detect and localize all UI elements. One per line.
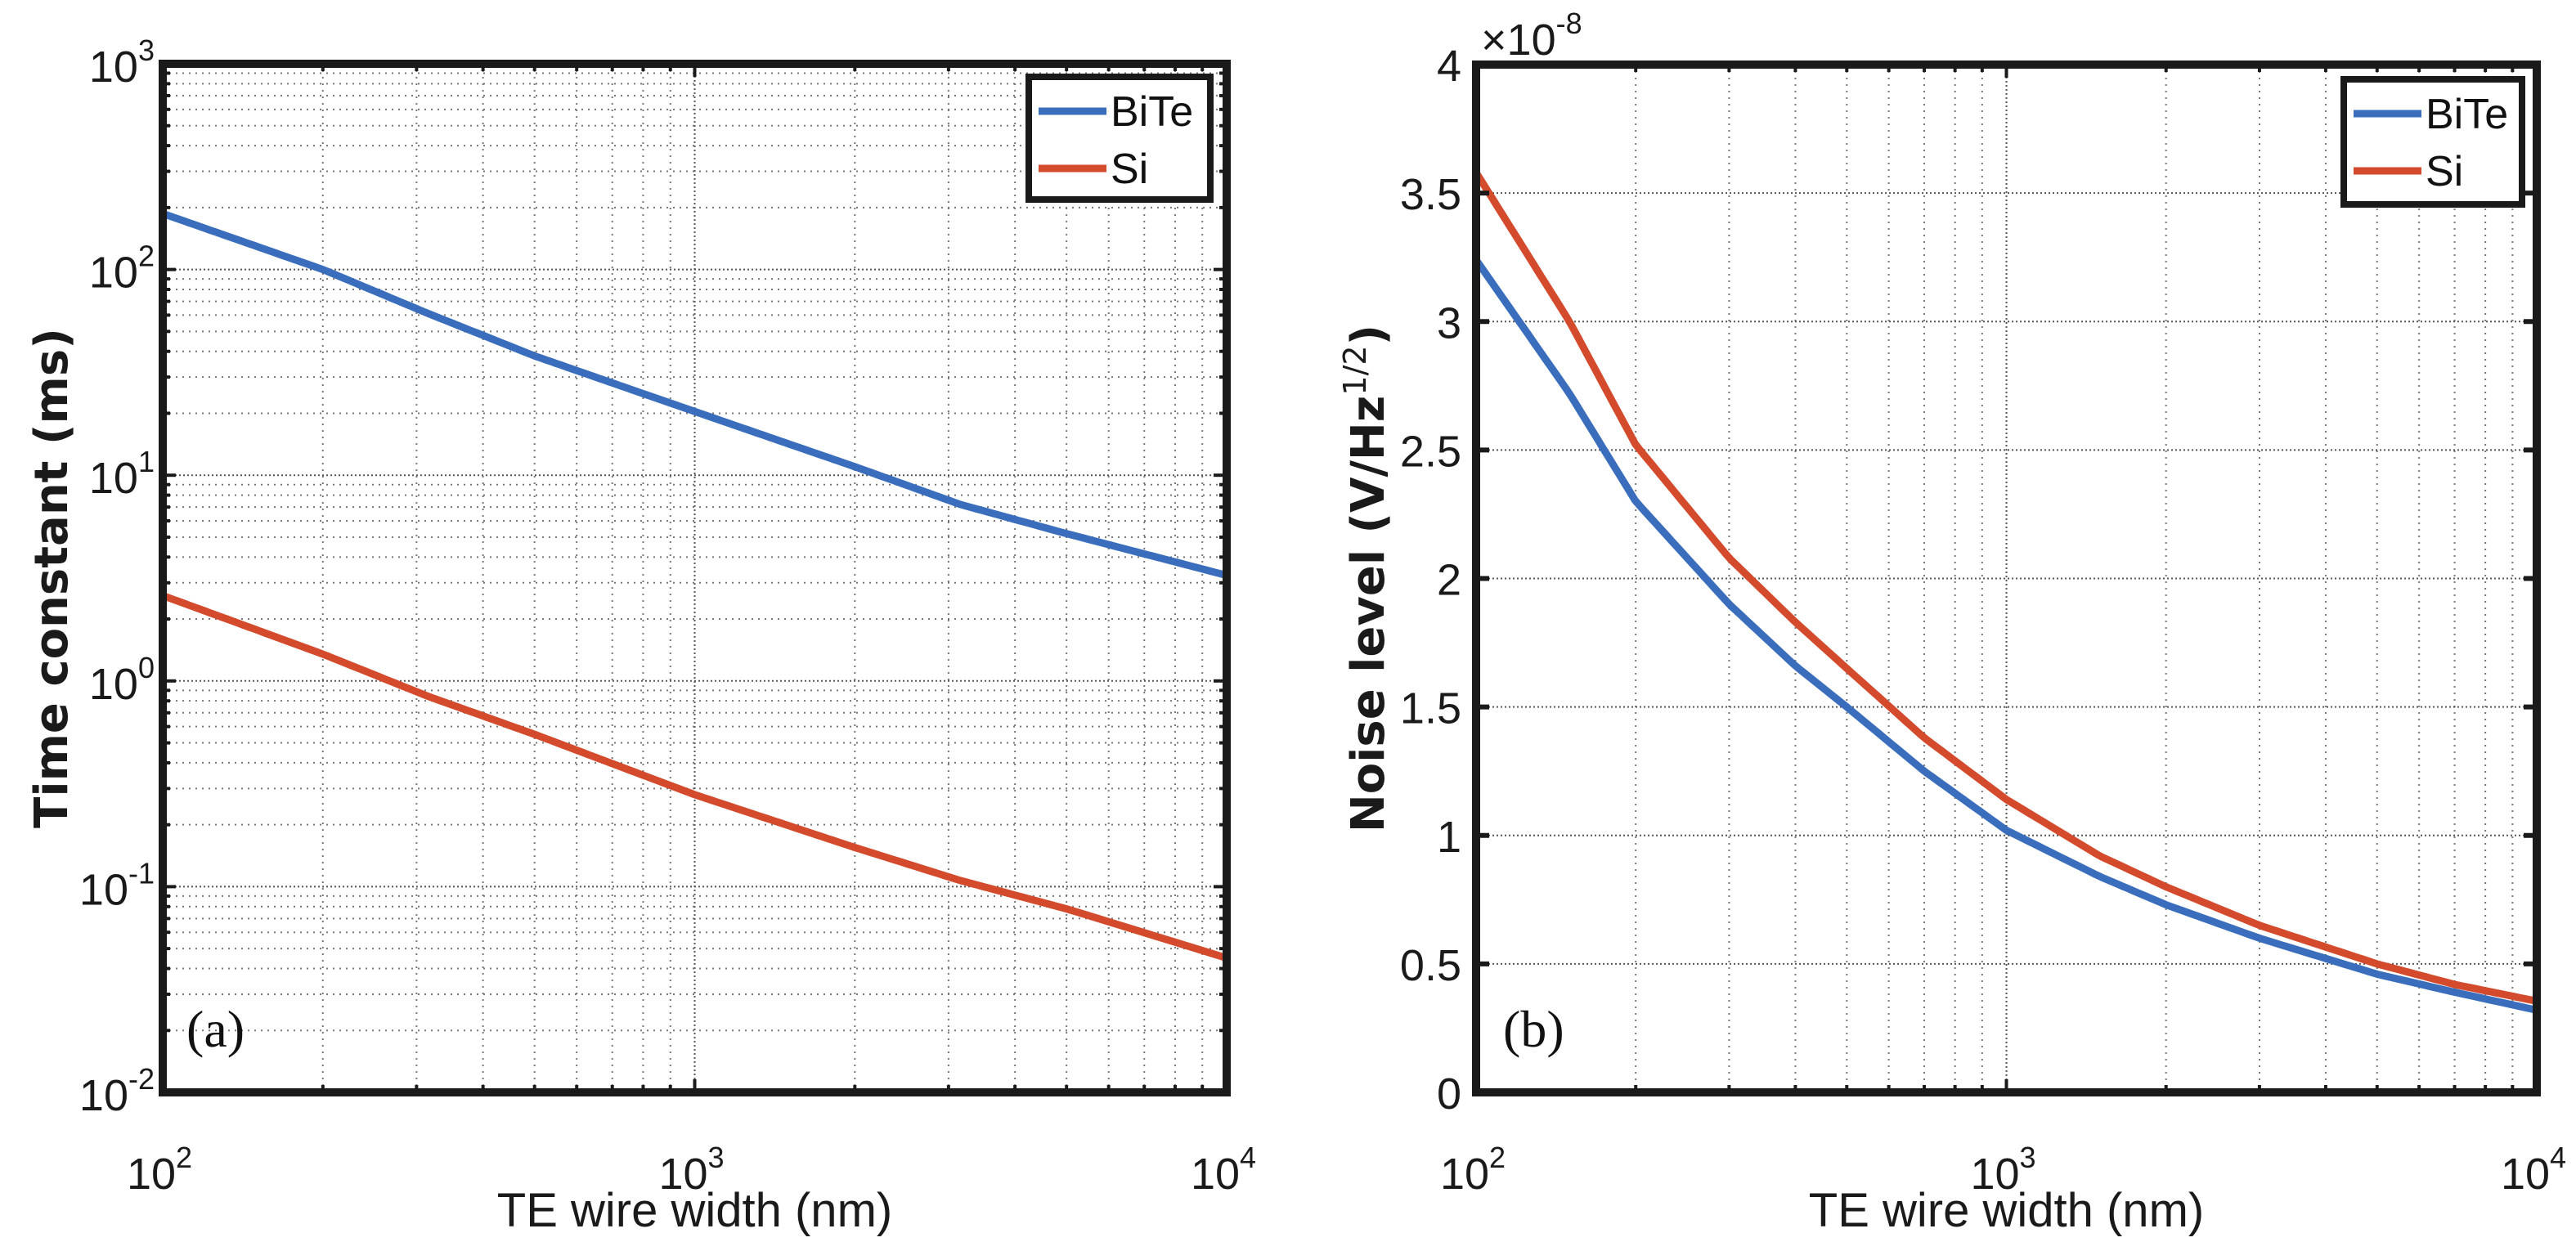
panel-a-legend-label-si: Si (1111, 146, 1148, 193)
x-tick-label-base: 10 (1440, 1150, 1489, 1199)
panel-a-legend: BiTe Si (1025, 74, 1214, 203)
y-tick-label-base: 10 (79, 1071, 128, 1120)
y-tick-label: 3.5 (1400, 170, 1461, 219)
x-tick-label-exp: 4 (2550, 1141, 2566, 1174)
panel-b-grid (1476, 65, 2537, 1092)
y-tick-label: 0.5 (1400, 941, 1461, 990)
panel-b-y-multiplier-base: ×10 (1481, 16, 1556, 65)
y-tick-label: 10-1 (79, 856, 155, 914)
y-tick-label: 102 (89, 240, 155, 298)
y-tick-label-exp: 3 (138, 34, 155, 67)
x-tick-label-base: 10 (658, 1150, 707, 1199)
x-tick-label-exp: 3 (708, 1141, 725, 1174)
y-tick-label-base: 10 (89, 660, 138, 709)
y-tick-label: 100 (89, 651, 155, 709)
x-tick-label: 104 (2501, 1141, 2566, 1199)
y-tick-label: 4 (1437, 42, 1461, 91)
panel-b-legend-box (2340, 76, 2525, 208)
y-tick-label-base: 10 (89, 249, 138, 298)
x-tick-label: 103 (658, 1141, 724, 1199)
panel-b-legend-label-si: Si (2426, 148, 2463, 195)
panel-b-y-axis-title: Noise level (V/Hz1/2) (1337, 325, 1395, 832)
y-tick-label: 2.5 (1400, 427, 1461, 476)
x-tick-label: 104 (1191, 1141, 1256, 1199)
y-tick-label-exp: 2 (138, 240, 155, 273)
series-line-si (161, 592, 1228, 962)
y-tick-label-exp: -2 (128, 1062, 155, 1096)
series-line-bite (1473, 258, 2538, 1014)
series-line-bite (161, 209, 1228, 580)
x-tick-label-base: 10 (1970, 1150, 2019, 1199)
panel-a-x-axis-title: TE wire width (nm) (497, 1184, 892, 1237)
x-tick-label: 103 (1970, 1141, 2035, 1199)
x-tick-label-exp: 2 (176, 1141, 192, 1174)
panel-b-y-tick-labels: 0 0.5 1 1.5 2 2.5 3 3.5 4 (1400, 42, 1461, 1119)
panel-b-y-axis-title-main: Noise level (V/Hz (1342, 396, 1395, 833)
panel-a-grid (163, 64, 1227, 1092)
y-tick-label: 101 (89, 445, 155, 503)
panel-b-chart: 102 103 104 00.511.522.533.54 TE wire widt… (1337, 7, 2566, 1237)
y-tick-label-exp: 0 (138, 651, 155, 684)
panel-a-legend-box (1025, 74, 1214, 203)
y-tick-label-exp: -1 (128, 856, 155, 890)
x-tick-label: 102 (127, 1141, 192, 1199)
y-tick-label-base: 10 (89, 43, 138, 92)
panel-a-tick-marks (161, 64, 1227, 1094)
panel-b-series (1473, 170, 2538, 1014)
y-tick-label: 1 (1437, 813, 1461, 862)
y-tick-label: 0 (1437, 1069, 1461, 1119)
panel-a-x-tick-labels: 102 103 104 (127, 1141, 1256, 1199)
y-tick-label: 1.5 (1400, 684, 1461, 733)
panel-a-axes-frame (159, 60, 1231, 1096)
y-tick-label: 10-2 (79, 1062, 155, 1120)
panel-a-legend-label-bite: BiTe (1111, 88, 1193, 136)
panel-b-legend: BiTe Si (2340, 76, 2525, 208)
x-tick-label-exp: 4 (1240, 1141, 1256, 1174)
y-tick-label-exp: 1 (138, 445, 155, 478)
x-tick-label: 102 (1440, 1141, 1506, 1199)
panel-b-x-tick-labels: 102 103 104 (1440, 1141, 2566, 1199)
panel-b-y-axis-title-close: ) (1342, 325, 1395, 346)
x-tick-label-exp: 3 (2020, 1141, 2036, 1174)
x-tick-label-base: 10 (1191, 1150, 1240, 1199)
panel-a-y-axis-title: Time constant (ms) (25, 328, 79, 828)
x-tick-label-exp: 2 (1489, 1141, 1506, 1174)
panel-b-axes-frame (1472, 61, 2541, 1096)
series-line-si (1473, 170, 2538, 1005)
panel-a-series (161, 209, 1228, 962)
x-tick-label-base: 10 (127, 1150, 176, 1199)
panel-b-y-multiplier-exp: -8 (1556, 7, 1582, 40)
y-tick-label: 2 (1437, 556, 1461, 605)
y-tick-label-base: 10 (79, 865, 128, 914)
panel-b-x-axis-title: TE wire width (nm) (1809, 1184, 2204, 1237)
x-tick-label-base: 10 (2501, 1150, 2550, 1199)
panel-b-legend-label-bite: BiTe (2426, 91, 2508, 138)
y-tick-label: 103 (89, 34, 155, 92)
panel-b-y-multiplier: ×10-8 (1481, 7, 1582, 65)
panel-a-label: (a) (186, 1000, 245, 1058)
y-tick-label-base: 10 (89, 454, 138, 503)
panel-b-y-axis-title-sup: 1/2 (1337, 345, 1373, 395)
y-tick-label: 3 (1437, 298, 1461, 348)
panel-b-label: (b) (1503, 1000, 1564, 1058)
panel-b-tick-marks (1474, 62, 2537, 1095)
